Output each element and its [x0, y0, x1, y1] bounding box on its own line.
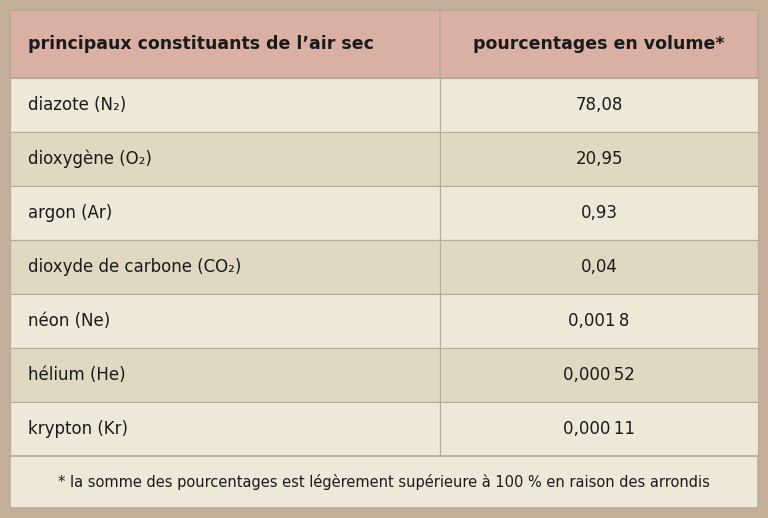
Text: * la somme des pourcentages est légèrement supérieure à 100 % en raison des arro: * la somme des pourcentages est légèreme… — [58, 474, 710, 490]
Bar — [10, 294, 440, 348]
Text: principaux constituants de l’air sec: principaux constituants de l’air sec — [28, 35, 374, 53]
Bar — [440, 294, 758, 348]
Text: dioxygène (O₂): dioxygène (O₂) — [28, 150, 152, 168]
Text: 20,95: 20,95 — [575, 150, 623, 168]
Bar — [10, 186, 440, 240]
Text: 0,000 11: 0,000 11 — [563, 420, 635, 438]
Bar — [440, 348, 758, 402]
Text: argon (Ar): argon (Ar) — [28, 204, 112, 222]
Bar — [10, 348, 440, 402]
Bar — [440, 186, 758, 240]
Text: 0,000 52: 0,000 52 — [563, 366, 635, 384]
Text: dioxyde de carbone (CO₂): dioxyde de carbone (CO₂) — [28, 258, 241, 276]
Text: 0,04: 0,04 — [581, 258, 617, 276]
Bar — [440, 132, 758, 186]
Text: krypton (Kr): krypton (Kr) — [28, 420, 128, 438]
Bar — [440, 402, 758, 456]
Text: diazote (N₂): diazote (N₂) — [28, 96, 126, 114]
Bar — [440, 78, 758, 132]
Bar — [10, 10, 440, 78]
Bar — [10, 402, 440, 456]
Text: 0,93: 0,93 — [581, 204, 617, 222]
Text: pourcentages en volume*: pourcentages en volume* — [473, 35, 725, 53]
Bar — [10, 132, 440, 186]
Bar — [10, 456, 758, 508]
Text: hélium (He): hélium (He) — [28, 366, 126, 384]
Bar — [10, 240, 440, 294]
Bar — [440, 10, 758, 78]
Text: 78,08: 78,08 — [575, 96, 623, 114]
Text: néon (Ne): néon (Ne) — [28, 312, 111, 330]
Text: 0,001 8: 0,001 8 — [568, 312, 630, 330]
Bar — [10, 78, 440, 132]
Bar — [440, 240, 758, 294]
